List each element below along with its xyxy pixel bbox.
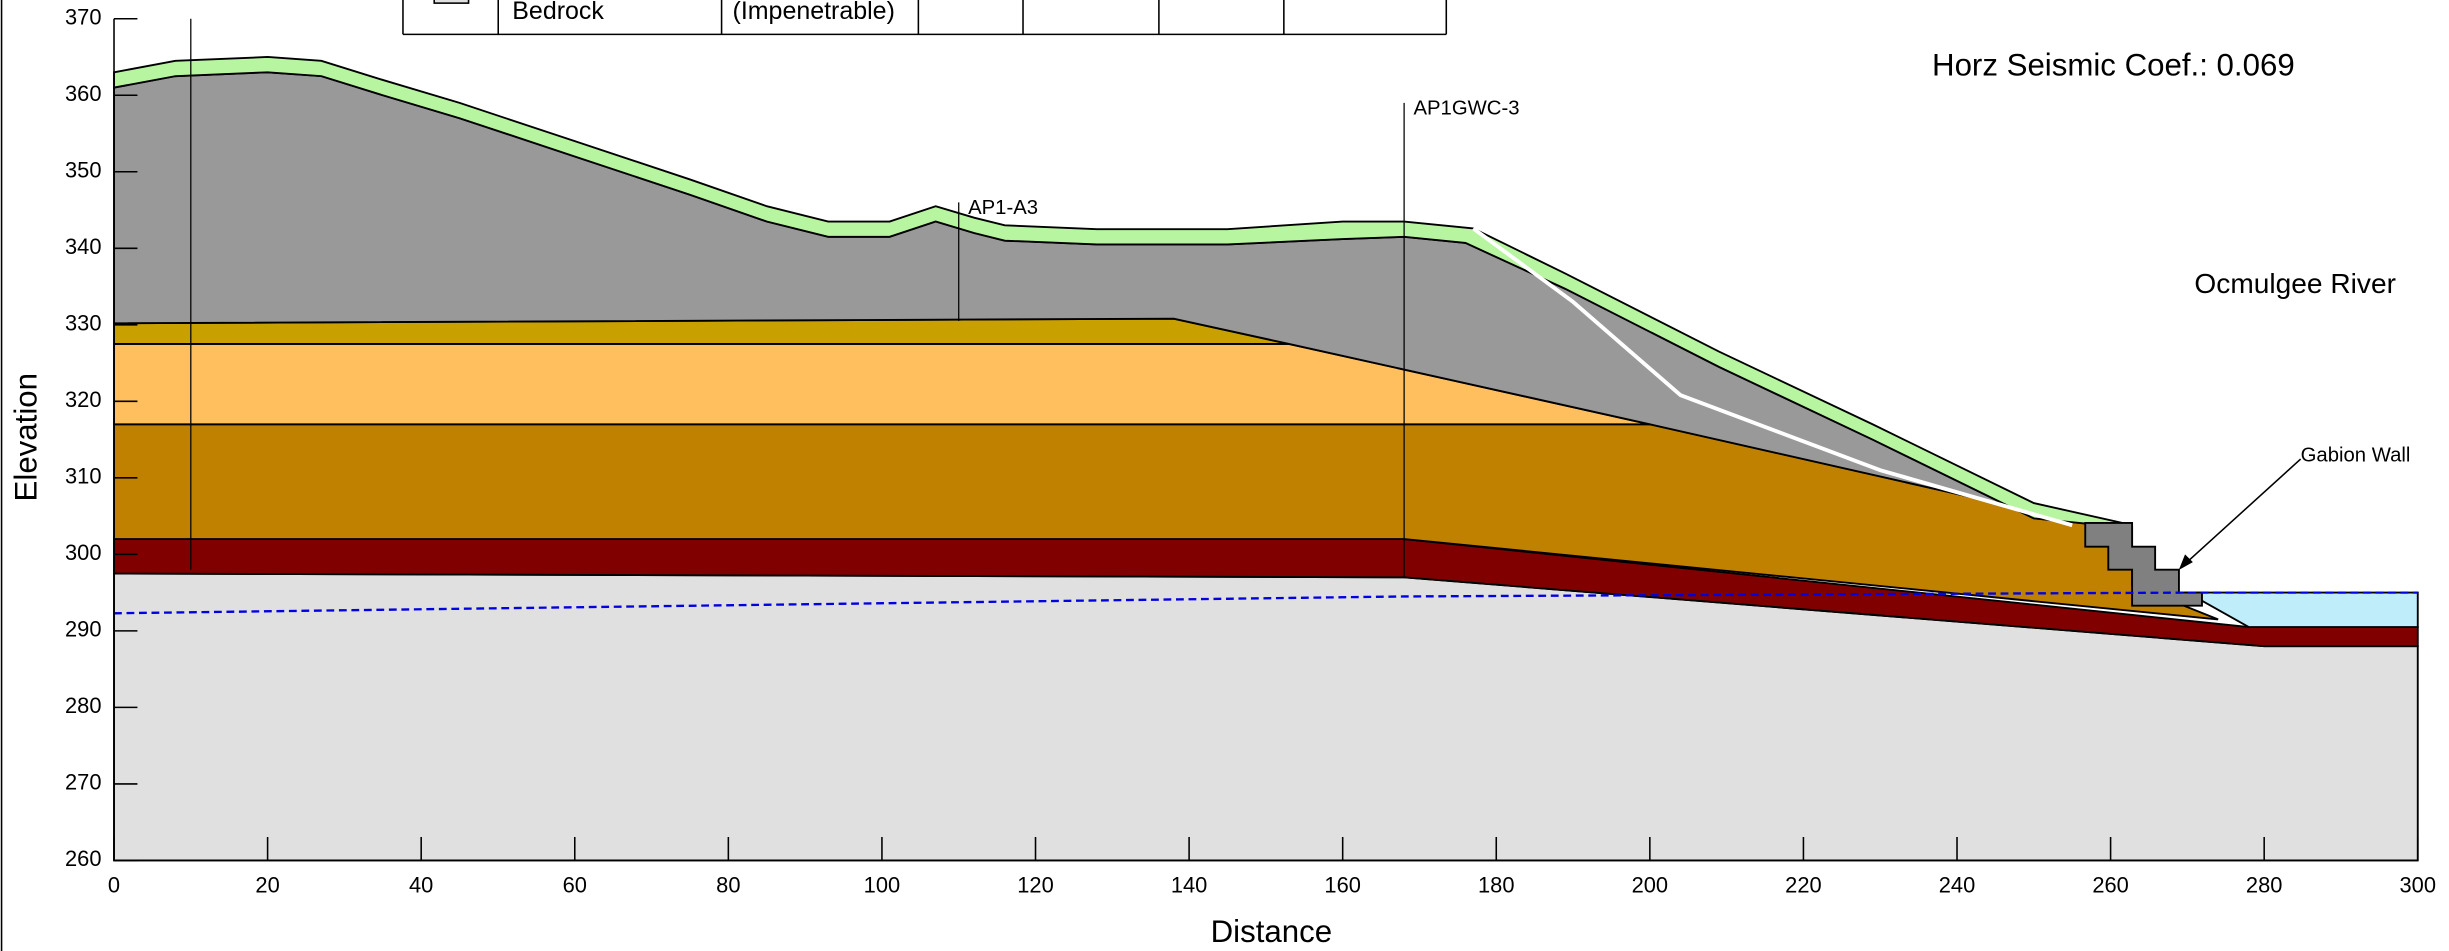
table-cell: (Impenetrable) [733,0,895,25]
y-tick-label: 340 [65,234,101,259]
y-tick-label: 320 [65,387,101,412]
y-axis-label: Elevation [8,373,43,501]
annotation-arrow [2183,459,2300,565]
y-tick-label: 310 [65,464,101,489]
x-tick-label: 200 [1632,873,1668,898]
chart: AP1-A3 AP1GWC-3 260 270 280 290 300 310 320 330 34… [0,0,2449,951]
x-tick-label: 180 [1478,873,1514,898]
x-tick-label: 280 [2246,873,2282,898]
y-tick-label: 260 [65,846,101,871]
x-tick-label: 240 [1939,873,1975,898]
x-tick-label: 160 [1324,873,1360,898]
x-tick-label: 40 [409,873,433,898]
x-tick-label: 100 [864,873,900,898]
borehole-label: AP1-A3 [968,197,1038,219]
x-tick-label: 140 [1171,873,1207,898]
plot-area: AP1-A3 AP1GWC-3 260 270 280 290 300 310 320 330 34… [65,5,2436,898]
y-tick-label: 370 [65,5,101,30]
x-tick-label: 20 [255,873,279,898]
y-tick-label: 300 [65,540,101,565]
gabion-annotation: Gabion Wall [2301,444,2411,466]
x-tick-label: 0 [108,873,120,898]
arrow-head [2179,554,2193,570]
x-tick-label: 60 [563,873,587,898]
y-tick-label: 360 [65,81,101,106]
material-swatch [434,0,468,3]
y-tick-label: 290 [65,617,101,642]
y-tick-label: 270 [65,770,101,795]
y-tick-label: 330 [65,311,101,336]
borehole-label: AP1GWC-3 [1413,98,1519,120]
y-tick-label: 280 [65,693,101,718]
x-tick-label: 220 [1785,873,1821,898]
seismic-annotation: Horz Seismic Coef.: 0.069 [1932,47,2295,82]
river-annotation: Ocmulgee River [2194,268,2396,299]
y-tick-label: 350 [65,158,101,183]
x-tick-label: 260 [2092,873,2128,898]
table-cell: Bedrock [512,0,604,25]
x-axis-label: Distance [1211,914,1332,949]
x-tick-label: 120 [1017,873,1053,898]
x-tick-label: 80 [716,873,740,898]
soil-layer [2187,593,2417,627]
x-tick-label: 300 [2400,873,2436,898]
